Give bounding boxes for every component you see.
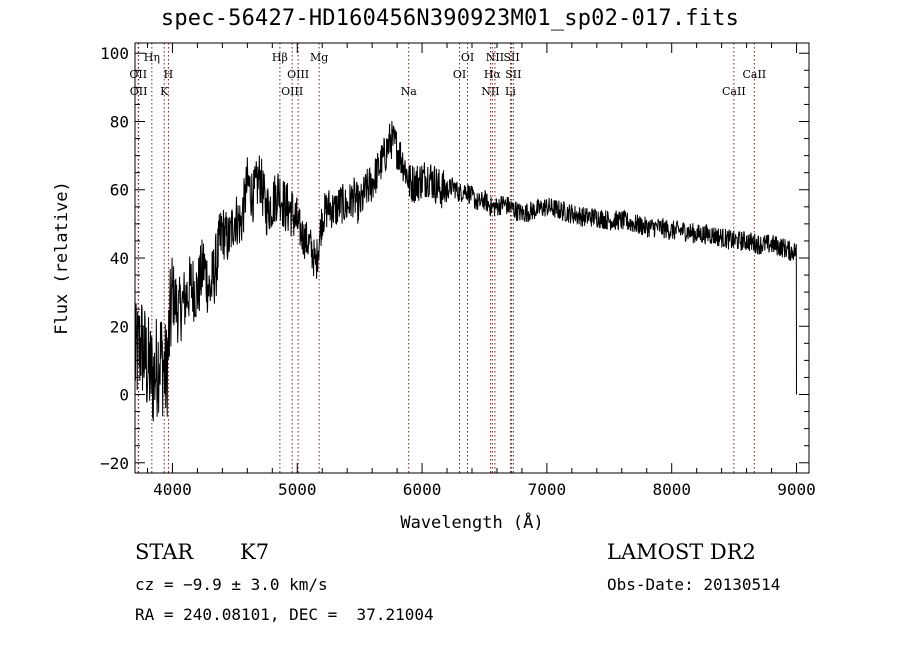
coordinates-label: RA = 240.08101, DEC = 37.21004 [135, 605, 434, 624]
y-tick-label: 80 [110, 112, 129, 131]
class-label: STAR [135, 540, 194, 564]
marker-label: Li [505, 85, 516, 98]
x-tick-label: 8000 [652, 480, 691, 499]
x-tick-label: 5000 [278, 480, 317, 499]
marker-label: SII [505, 68, 521, 81]
redshift-label: cz = −9.9 ± 3.0 km/s [135, 575, 328, 594]
y-axis-label: Flux (relative) [52, 181, 72, 335]
y-tick-label: 40 [110, 249, 129, 268]
marker-label: NII [481, 85, 499, 98]
marker-label: K [160, 85, 169, 98]
marker-label: Hη [144, 51, 160, 64]
marker-label: OII [130, 85, 148, 98]
marker-label: SII [503, 51, 519, 64]
y-tick-label: 20 [110, 317, 129, 336]
y-tick-label: −20 [100, 454, 129, 473]
marker-label: Na [401, 85, 418, 98]
x-tick-label: 6000 [403, 480, 442, 499]
marker-label: OIII [287, 68, 309, 81]
marker-label: OII [129, 68, 147, 81]
x-tick-label: 9000 [777, 480, 816, 499]
marker-label: OIII [281, 85, 303, 98]
marker-label: H [164, 68, 174, 81]
x-tick-label: 4000 [153, 480, 192, 499]
marker-label: CaII [742, 68, 766, 81]
marker-label: OI [461, 51, 474, 64]
flux-series [134, 120, 797, 422]
axis-ticks: 4000 5000 6000 7000 8000 9000 −20 0 20 40 60 80 100 [100, 43, 816, 499]
marker-label: OI [453, 68, 466, 81]
subclass-label: K7 [240, 540, 270, 564]
y-tick-label: 60 [110, 181, 129, 200]
marker-label: Hα [484, 68, 502, 81]
marker-label: Hβ [272, 51, 288, 64]
spectrum-line [134, 120, 797, 422]
y-tick-label: 0 [119, 386, 129, 405]
marker-label: CaII [722, 85, 746, 98]
x-axis-label: Wavelength (Å) [400, 511, 543, 533]
x-tick-label: 7000 [528, 480, 567, 499]
chart-title: spec-56427-HD160456N390923M01_sp02-017.f… [160, 6, 740, 31]
obs-date-label: Obs-Date: 20130514 [607, 575, 781, 594]
survey-label: LAMOST DR2 [607, 540, 756, 564]
marker-label: Mg [310, 51, 328, 64]
y-tick-label: 100 [100, 44, 129, 63]
plot-frame [134, 42, 810, 474]
marker-label: NII [486, 51, 504, 64]
